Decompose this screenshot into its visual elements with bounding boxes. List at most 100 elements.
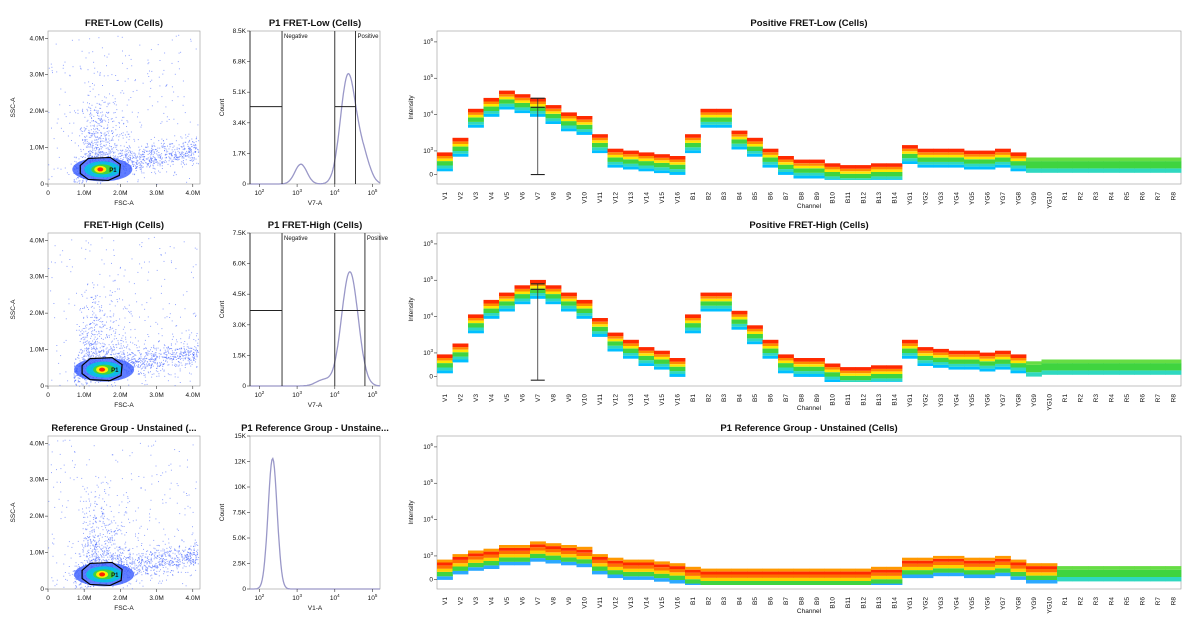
- spectrum-band: [964, 359, 980, 364]
- spectrum-band: [654, 160, 670, 163]
- channel-tick-label: V7: [535, 394, 542, 402]
- spectrum-cell-YG3: [933, 148, 949, 168]
- scatter-dot: [182, 160, 184, 161]
- scatter-dot: [129, 154, 131, 156]
- scatter-dot: [82, 112, 84, 114]
- scatter-dot: [168, 560, 170, 562]
- x-tick-label: 2.0M: [113, 392, 127, 399]
- scatter-dot: [88, 151, 90, 153]
- scatter-dot: [102, 85, 103, 86]
- scatter-dot: [99, 335, 101, 337]
- scatter-dot: [99, 309, 101, 311]
- scatter-dot: [186, 150, 188, 152]
- spectrum-band: [452, 141, 469, 144]
- scatter-dot: [180, 136, 182, 138]
- scatter-dot: [98, 129, 100, 131]
- scatter-dot: [113, 112, 115, 114]
- scatter-dot: [163, 573, 165, 575]
- scatter-dot: [85, 154, 87, 156]
- scatter-dot: [87, 94, 89, 96]
- scatter-dot: [104, 154, 106, 155]
- spectrum-band: [1026, 161, 1042, 169]
- scatter-density-core: [74, 357, 135, 382]
- scatter-dot: [72, 66, 74, 68]
- scatter-dot: [149, 561, 151, 563]
- scatter-dot: [185, 556, 187, 558]
- scatter-dot: [164, 162, 166, 163]
- scatter-dot: [101, 47, 103, 49]
- channel-tick-label: YG5: [969, 394, 976, 407]
- scatter-dot: [195, 138, 197, 140]
- scatter-dot: [173, 158, 175, 160]
- scatter-dot: [146, 302, 148, 304]
- scatter-dot: [94, 541, 96, 543]
- scatter-dot: [137, 139, 139, 141]
- scatter-dot: [147, 164, 149, 166]
- scatter-dot: [85, 325, 86, 327]
- scatter-dot: [135, 153, 137, 155]
- scatter-dot: [88, 129, 90, 131]
- scatter-dot: [183, 550, 185, 552]
- spectrum-band: [995, 154, 1011, 158]
- scatter-dot: [81, 311, 83, 313]
- scatter-dot: [143, 373, 145, 374]
- scatter-dot: [84, 341, 86, 343]
- scatter-dot: [52, 72, 53, 74]
- scatter-dot: [95, 350, 97, 352]
- scatter-dot: [103, 351, 105, 353]
- scatter-dot: [100, 117, 102, 119]
- scatter-dot: [141, 487, 142, 489]
- scatter-dot: [128, 148, 129, 150]
- scatter-dot: [82, 328, 84, 329]
- scatter-dot: [96, 341, 98, 343]
- scatter-dot: [88, 357, 90, 359]
- scatter-dot: [112, 558, 114, 560]
- scatter-dot: [97, 284, 99, 286]
- scatter-dot: [154, 553, 156, 555]
- scatter-dot: [179, 370, 181, 372]
- scatter-dot: [157, 156, 159, 158]
- channel-tick-label: B11: [845, 394, 852, 405]
- scatter-dot: [176, 564, 178, 566]
- spectrum-band: [669, 162, 686, 165]
- scatter-dot: [141, 580, 143, 582]
- spectrum-band: [483, 111, 500, 114]
- scatter-dot: [134, 173, 136, 175]
- spectrum-band: [855, 171, 872, 174]
- scatter-dot: [125, 154, 127, 156]
- spectrum-band: [886, 368, 903, 372]
- channel-tick-label: V6: [519, 394, 526, 402]
- scatter-dot: [161, 146, 163, 148]
- scatter-dot: [119, 318, 121, 320]
- scatter-dot: [128, 310, 130, 312]
- scatter-dot: [160, 157, 162, 159]
- scatter-dot: [190, 40, 192, 42]
- scatter-dot: [117, 301, 119, 303]
- spectrum-band: [809, 159, 825, 164]
- spectrum-band: [902, 339, 918, 344]
- scatter-dot: [96, 343, 98, 345]
- channel-tick-label: V3: [473, 394, 480, 402]
- scatter-dot: [82, 545, 84, 547]
- spectrum-band: [576, 299, 593, 304]
- scatter-dot: [93, 307, 95, 309]
- scatter-dot: [163, 142, 165, 144]
- scatter-dot: [137, 271, 139, 273]
- scatter-dot: [96, 339, 98, 340]
- scatter-dot: [107, 352, 109, 354]
- scatter-dot: [99, 119, 101, 121]
- scatter-dot: [111, 137, 113, 139]
- scatter-dot: [107, 540, 109, 542]
- scatter-dot: [88, 155, 90, 157]
- scatter-dot: [141, 124, 143, 126]
- scatter-dot: [165, 562, 166, 563]
- scatter-dot: [90, 527, 92, 529]
- scatter-dot: [94, 326, 95, 328]
- spectrum-band: [731, 323, 748, 327]
- channel-tick-label: YG4: [953, 192, 960, 205]
- scatter-dot: [170, 482, 172, 484]
- scatter-dot: [136, 161, 137, 163]
- scatter-dot: [88, 347, 89, 349]
- scatter-dot: [149, 520, 151, 522]
- spectrum-band: [871, 179, 887, 180]
